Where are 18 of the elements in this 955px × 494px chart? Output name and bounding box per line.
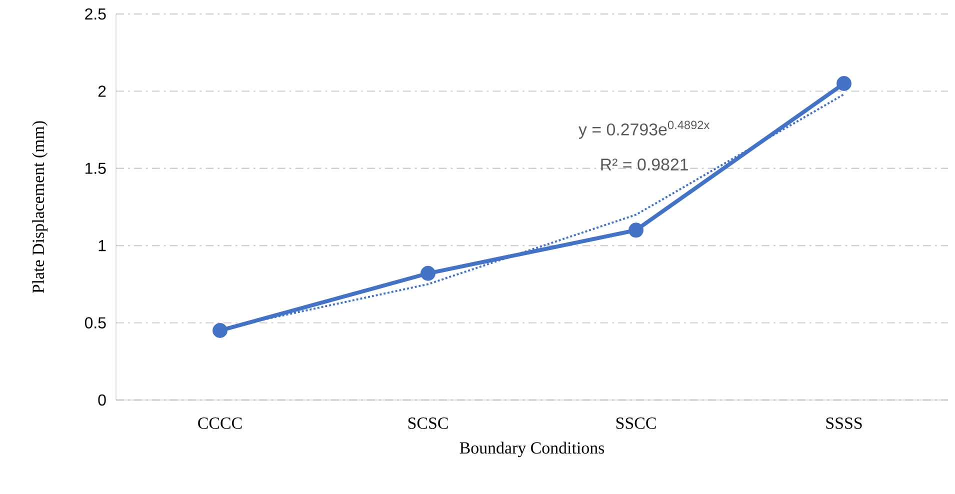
x-tick-label: CCCC	[198, 418, 242, 429]
y-tick-label: 0	[98, 394, 106, 406]
y-tick-label: 2.5	[85, 8, 106, 20]
x-tick-label: SCSC	[408, 418, 448, 429]
point	[628, 222, 644, 238]
y-tick-label: 2	[98, 86, 106, 97]
point	[420, 266, 436, 281]
point	[212, 323, 228, 338]
x-tick-label: SSSS	[826, 418, 862, 429]
x-axis-title: Boundary Conditions	[460, 442, 604, 458]
annotation: y = 0.2793e$^{0.4892x}$	[578, 120, 710, 139]
y-tick-label: 1	[98, 240, 106, 252]
y-tick-label: 0.5	[84, 317, 106, 328]
annotation: R² = 0.9821	[601, 158, 688, 171]
y-axis-title: Plate Displacement (mm)	[32, 121, 48, 294]
y-tick-label: 1.5	[86, 162, 106, 174]
point	[836, 76, 852, 91]
x-tick-label: SSCC	[616, 418, 656, 429]
